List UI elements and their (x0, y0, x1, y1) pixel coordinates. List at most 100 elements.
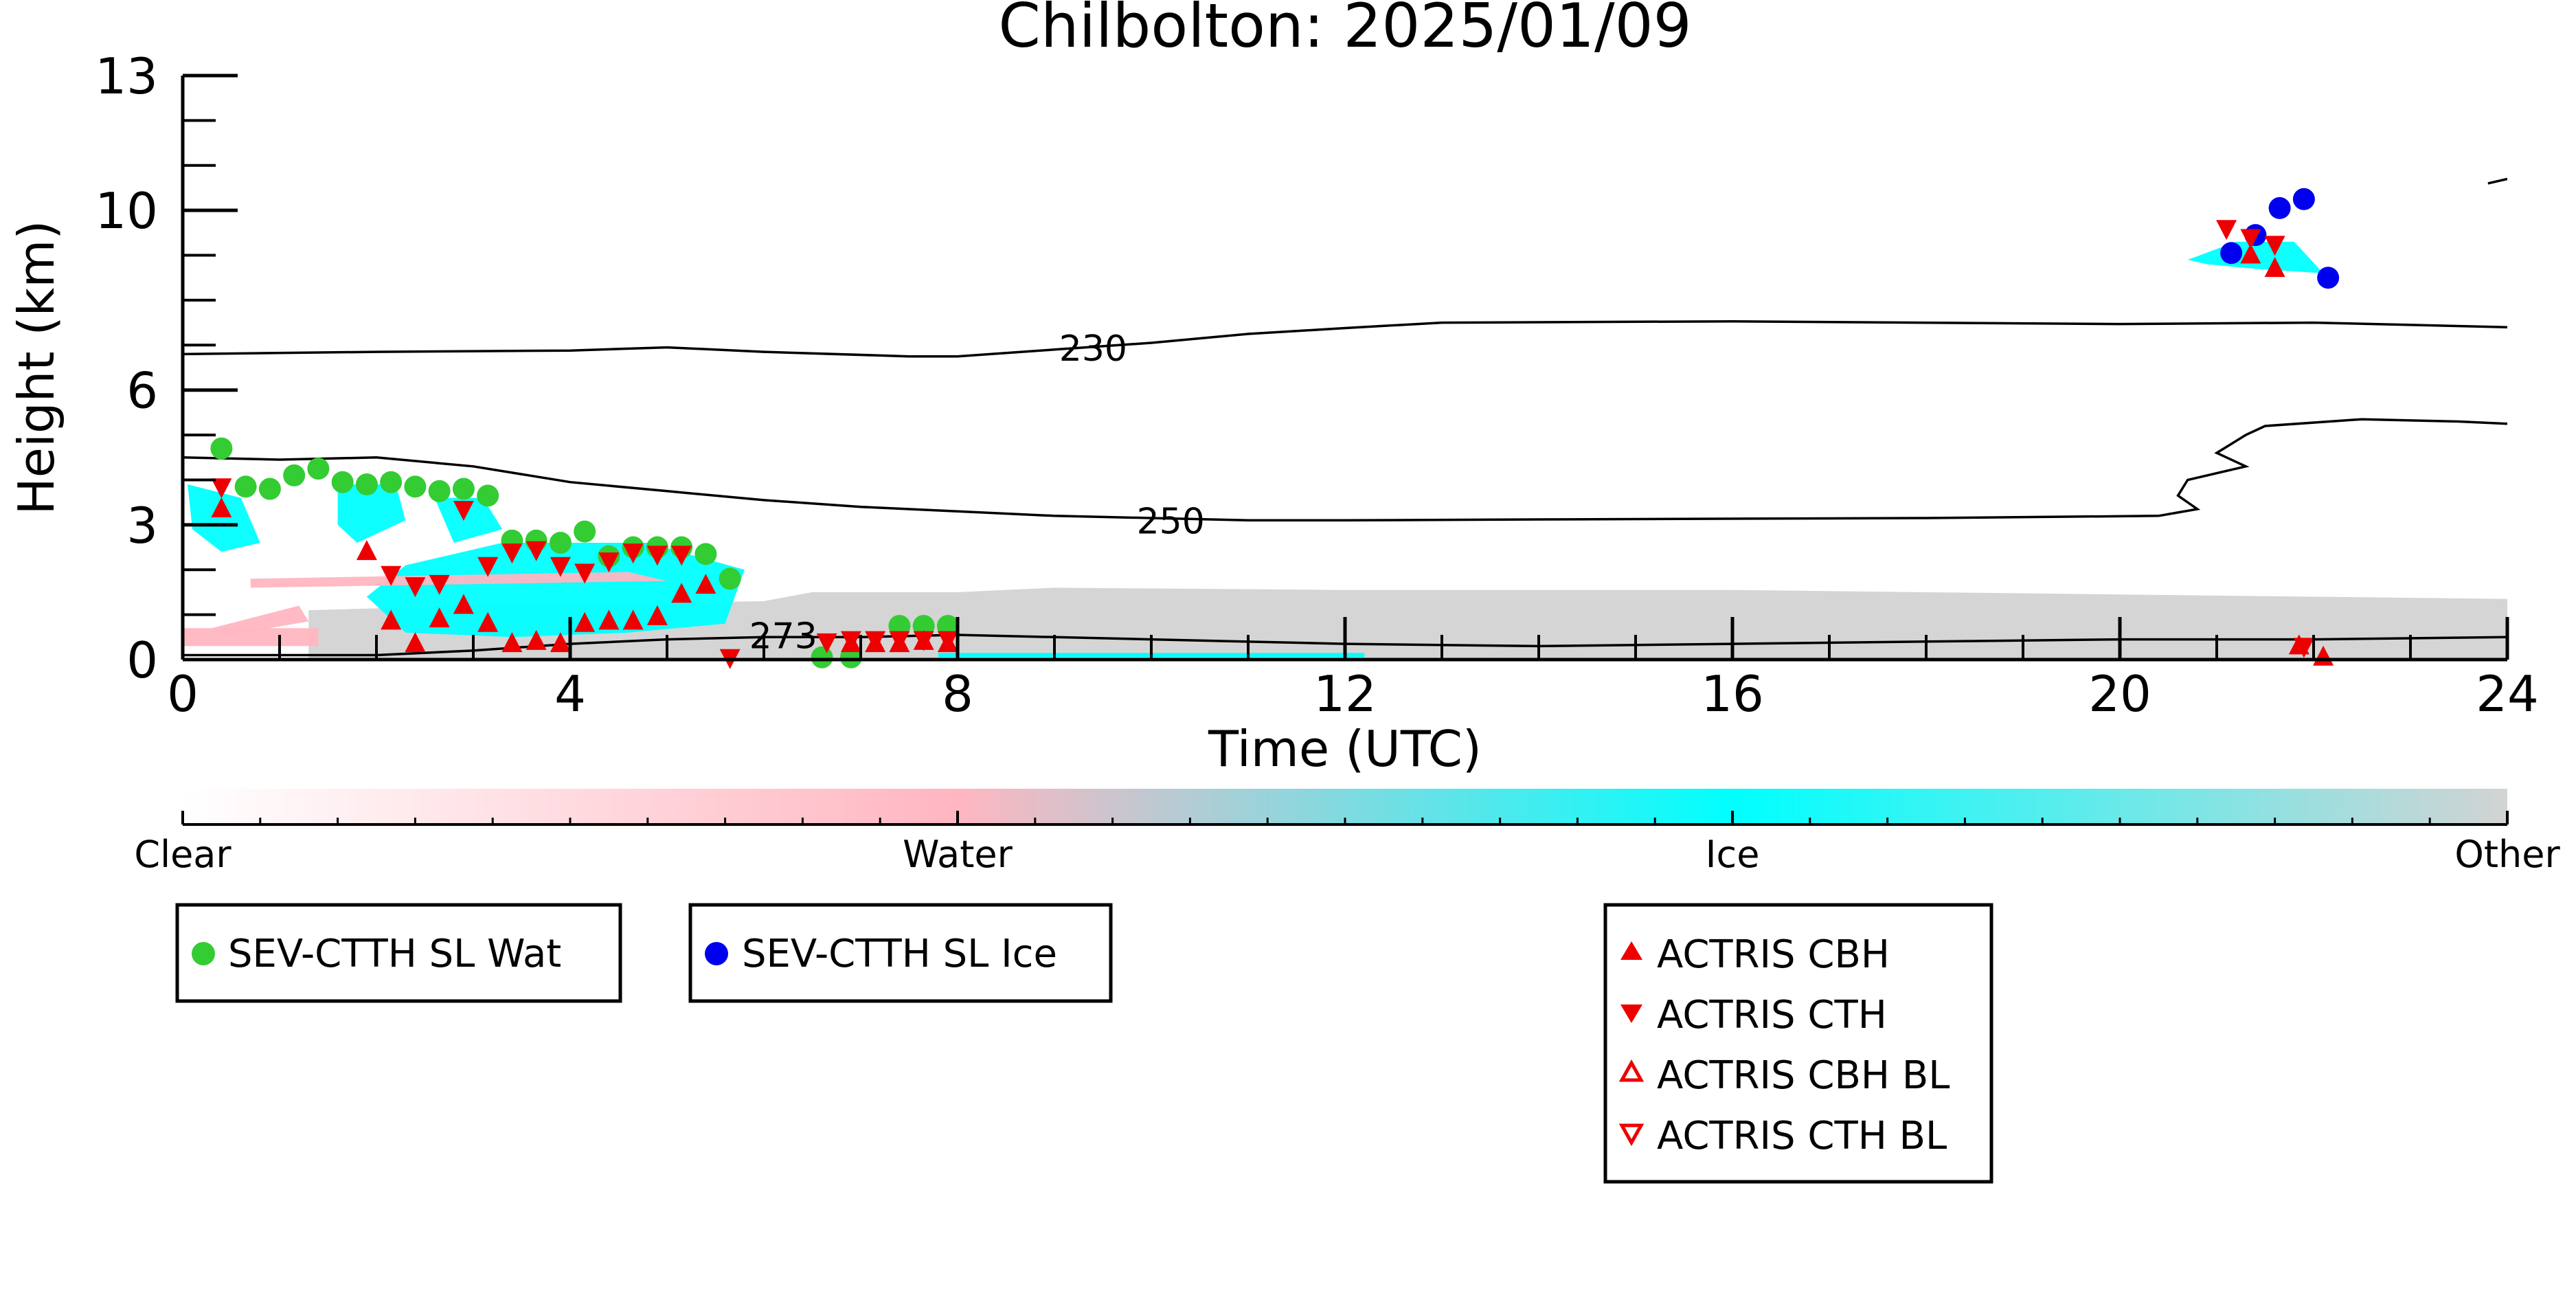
point-actris-cth (671, 546, 692, 566)
y-tick-label: 13 (95, 47, 158, 105)
point-sev-ctth-sl-wat (719, 568, 741, 590)
point-actris-cbh (646, 605, 668, 625)
region-ice-4 (434, 497, 503, 543)
point-actris-cbh (477, 611, 499, 632)
point-actris-cth (2264, 236, 2285, 256)
colorbar-label-clear: Clear (134, 833, 231, 876)
point-actris-cbh (356, 540, 377, 561)
point-sev-ctth-sl-wat (428, 480, 451, 502)
point-sev-ctth-sl-ice (2268, 197, 2291, 219)
point-actris-cth (453, 500, 474, 521)
point-actris-cth (501, 543, 523, 564)
legend-actris: ACTRIS CBH ACTRIS CTH ACTRIS CBH BL ACTR… (1603, 903, 1993, 1184)
y-tick-group: 0 3 6 10 13 (95, 47, 238, 689)
classification-regions (183, 241, 2507, 660)
region-ice-2 (188, 484, 260, 552)
point-actris-cth (526, 541, 547, 561)
colorbar-label-other: Other (2454, 833, 2560, 876)
point-actris-cth (816, 633, 837, 653)
point-actris-cth (889, 631, 910, 651)
y-tick-label: 0 (126, 631, 158, 689)
chart-title: Chilbolton: 2025/01/09 (998, 0, 1691, 61)
legend-label-sev-wat: SEV-CTTH SL Wat (228, 932, 561, 976)
legend-marker-cth (1620, 1004, 1642, 1023)
region-ice-1 (366, 543, 745, 638)
legend-label-cbh: ACTRIS CBH (1657, 932, 1890, 977)
x-tick-label: 24 (2476, 665, 2539, 723)
point-sev-ctth-sl-wat (574, 520, 596, 543)
legend-box (688, 903, 1113, 1003)
point-actris-cth (477, 557, 499, 577)
point-actris-cth (2240, 229, 2261, 249)
data-markers (210, 188, 2340, 669)
point-sev-ctth-sl-wat (811, 646, 833, 669)
legend-marker-cbh-bl (1618, 1059, 1645, 1082)
region-water-7 (250, 572, 667, 588)
x-tick-label: 4 (554, 665, 586, 723)
point-actris-cbh (381, 609, 402, 630)
point-sev-ctth-sl-ice (2292, 188, 2315, 210)
point-actris-cbh (526, 629, 547, 650)
colorbar-ticks (181, 811, 2509, 824)
point-sev-ctth-sl-wat (307, 458, 330, 480)
point-actris-cbh (429, 607, 450, 628)
legend-marker-sev-wat (192, 942, 215, 965)
contour-line-3 (2487, 177, 2507, 185)
point-sev-ctth-sl-wat (210, 437, 233, 460)
point-sev-ctth-sl-wat (477, 484, 499, 507)
point-sev-ctth-sl-wat (549, 532, 572, 554)
x-tick-group: 0 4 8 12 16 20 24 (167, 617, 2539, 723)
point-sev-ctth-sl-wat (331, 471, 354, 493)
contour-label-230: 230 (1059, 328, 1127, 370)
point-actris-cth (550, 557, 571, 577)
point-actris-cth (598, 552, 620, 573)
region-water-9 (212, 605, 309, 635)
point-actris-cth (865, 631, 886, 651)
colorbar-label-water: Water (903, 833, 1013, 876)
point-actris-cth (840, 631, 861, 651)
point-actris-cth (405, 577, 426, 598)
point-sev-ctth-sl-ice (2220, 242, 2243, 265)
point-actris-cbh (2264, 257, 2285, 278)
legend-marker-cth-bl (1618, 1123, 1645, 1147)
legend-box (175, 903, 622, 1003)
y-tick-label: 10 (95, 182, 158, 240)
point-actris-cth (381, 565, 402, 586)
x-axis-label: Time (UTC) (1208, 720, 1482, 778)
point-sev-ctth-sl-wat (694, 543, 717, 565)
point-actris-cth (211, 478, 232, 499)
y-tick-label: 6 (126, 362, 158, 420)
legend-marker-cbh (1620, 941, 1642, 960)
point-actris-cth (574, 563, 596, 584)
legend-sev-wat: SEV-CTTH SL Wat (175, 903, 622, 1003)
region-water-8 (183, 628, 319, 647)
point-actris-cbh (550, 632, 571, 653)
point-actris-cbh (501, 632, 523, 653)
point-actris-cbh (622, 609, 644, 630)
point-actris-cbh (695, 574, 716, 594)
point-actris-cth (429, 574, 450, 595)
point-actris-cth (646, 546, 668, 566)
point-actris-cth (2293, 638, 2314, 658)
point-actris-cth (913, 631, 934, 651)
point-actris-cbh (671, 583, 692, 603)
legend-marker-sev-ice (705, 942, 728, 965)
legend-box (1603, 903, 1993, 1184)
point-actris-cbh (405, 632, 426, 653)
point-actris-cbh (574, 611, 596, 632)
contour-label-273: 273 (749, 616, 817, 657)
point-sev-ctth-sl-wat (355, 473, 378, 495)
x-tick-label: 12 (1313, 665, 1377, 723)
point-sev-ctth-sl-wat (380, 471, 403, 493)
legend-label-cth: ACTRIS CTH (1657, 993, 1887, 1037)
legend-label-cth-bl: ACTRIS CTH BL (1657, 1114, 1947, 1158)
legend-label-sev-ice: SEV-CTTH SL Ice (742, 932, 1057, 976)
contour-label-250: 250 (1137, 502, 1205, 543)
point-sev-ctth-sl-wat (234, 475, 257, 498)
point-actris-cbh (453, 594, 474, 614)
colorbar: Clear Water Ice Other (134, 789, 2560, 876)
x-tick-label: 0 (167, 665, 199, 723)
legend-label-cbh-bl: ACTRIS CBH BL (1657, 1053, 1950, 1098)
